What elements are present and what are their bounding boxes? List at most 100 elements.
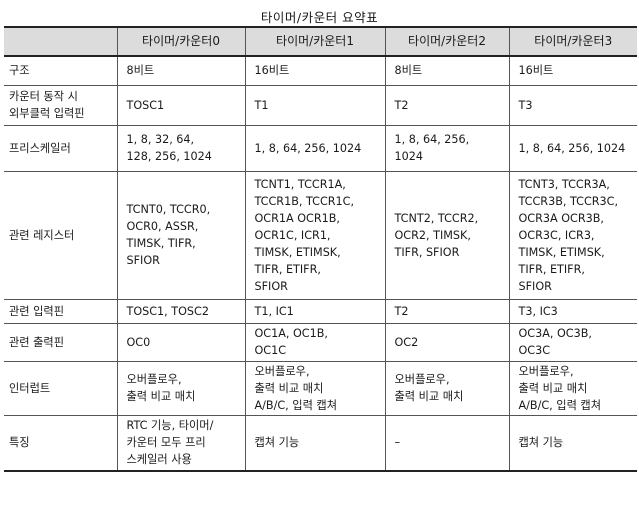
row-label: 관련 입력핀 — [4, 298, 118, 324]
table-cell-timer0: TOSC1, TOSC2 — [116, 298, 246, 324]
cell-line: TCNT0, TCCR0, — [126, 203, 211, 216]
row-label-line: 관련 입력핀 — [9, 304, 65, 318]
cell-line: 출력 비교 매치 — [394, 390, 464, 403]
table-cell-timer1: 오버플로우, 출력 비교 매치 A/B/C, 입력 캡쳐 — [244, 360, 386, 416]
cell-line: TIFR, SFIOR — [394, 245, 460, 259]
table-cell-timer0: 오버플로우, 출력 비교 매치 — [116, 360, 246, 416]
row-label: 관련 레지스터 — [4, 170, 118, 300]
table-cell-timer1: T1 — [244, 84, 386, 126]
cell-line: TIMSK, ETIMSK, — [518, 245, 605, 259]
cell-line: 출력 비교 매치 — [126, 390, 196, 403]
table-cell-timer2: 8비트 — [384, 55, 510, 86]
timer-counter-summary-table: 타이머/카운터0 타이머/카운터1 타이머/카운터2 타이머/카운터3 구조 8비… — [4, 26, 637, 472]
table-cell-timer3: T3, IC3 — [508, 298, 637, 324]
table-cell-timer0: TOSC1 — [116, 84, 246, 126]
table-cell-timer2: TCNT2, TCCR2, OCR2, TIMSK, TIFR, SFIOR — [384, 170, 510, 300]
row-label: 카운터 동작 시 외부클럭 입력핀 — [4, 84, 118, 126]
row-label: 관련 출력핀 — [4, 322, 118, 362]
cell-line: OCR3C, ICR3, — [518, 228, 595, 242]
cell-line: TIFR, ETIFR, — [254, 262, 321, 276]
row-label: 특징 — [4, 414, 118, 472]
row-label-line: 특징 — [9, 436, 30, 450]
row-label: 구조 — [4, 55, 118, 86]
cell-line: OCR1A OCR1B, — [254, 211, 340, 225]
table-cell-timer2: OC2 — [384, 322, 510, 362]
cell-line: RTC 기능, 타이머/ — [126, 419, 214, 433]
row-label-line: 관련 출력핀 — [9, 335, 65, 349]
cell-line: 8비트 — [126, 64, 155, 78]
table-cell-timer0: 1, 8, 32, 64, 128, 256, 1024 — [116, 124, 246, 172]
header-timer1: 타이머/카운터1 — [244, 26, 386, 57]
table-cell-timer2: T2 — [384, 84, 510, 126]
header-corner — [4, 26, 118, 57]
cell-line: TCNT3, TCCR3A, — [518, 177, 610, 191]
table-cell-timer3: 16비트 — [508, 55, 637, 86]
header-timer2: 타이머/카운터2 — [384, 26, 510, 57]
cell-line: T1, IC1 — [254, 304, 294, 318]
cell-line: TIMSK, TIFR, — [126, 237, 196, 250]
table-cell-timer1: T1, IC1 — [244, 298, 386, 324]
table-cell-timer0: 8비트 — [116, 55, 246, 86]
cell-line: TCNT2, TCCR2, — [394, 211, 479, 225]
table-cell-timer3: OC3A, OC3B, OC3C — [508, 322, 637, 362]
row-label-line: 인터럽트 — [9, 381, 51, 395]
table-cell-timer2: 오버플로우, 출력 비교 매치 — [384, 360, 510, 416]
cell-line: OCR1C, ICR1, — [254, 228, 331, 242]
cell-line: OC3A, OC3B, — [518, 327, 592, 340]
table-row: 관련 입력핀 TOSC1, TOSC2 T1, IC1 T2 T3, IC3 — [4, 298, 637, 324]
cell-line: TCCR3B, TCCR3C, — [518, 194, 619, 208]
cell-line: 출력 비교 매치 — [518, 381, 588, 395]
table-cell-timer1: OC1A, OC1B, OC1C — [244, 322, 386, 362]
cell-line: T3, IC3 — [518, 304, 558, 318]
cell-line: 1, 8, 64, 256, — [394, 133, 470, 146]
table-row: 관련 출력핀 OC0 OC1A, OC1B, OC1C OC2 OC3A, OC3B, OC… — [4, 322, 637, 362]
cell-line: TCCR1B, TCCR1C, — [254, 194, 355, 208]
cell-line: A/B/C, 입력 캡쳐 — [518, 398, 602, 412]
row-label: 인터럽트 — [4, 360, 118, 416]
cell-line: – — [394, 436, 401, 450]
cell-line: A/B/C, 입력 캡쳐 — [254, 398, 338, 412]
cell-line: 오버플로우, — [394, 373, 450, 386]
cell-line: TOSC1, TOSC2 — [126, 304, 209, 318]
cell-line: SFIOR — [518, 279, 552, 293]
table-row: 관련 레지스터 TCNT0, TCCR0, OCR0, ASSR, TIMSK, TI… — [4, 170, 637, 300]
row-label-line: 프리스케일러 — [9, 141, 71, 155]
cell-line: SFIOR — [126, 254, 160, 267]
table-cell-timer2: T2 — [384, 298, 510, 324]
row-label-line: 구조 — [9, 64, 30, 78]
table-cell-timer1: 16비트 — [244, 55, 386, 86]
table-cell-timer3: 캡쳐 기능 — [508, 414, 637, 472]
cell-line: OCR3A OCR3B, — [518, 211, 604, 225]
cell-line: 1, 8, 64, 256, 1024 — [518, 141, 626, 155]
table-cell-timer0: RTC 기능, 타이머/카운터 모두 프리 스케일러 사용 — [116, 414, 246, 472]
table-cell-timer0: TCNT0, TCCR0, OCR0, ASSR, TIMSK, TIFR, SFIO… — [116, 170, 246, 300]
cell-line: OC1C — [254, 344, 287, 357]
cell-line: OC3C — [518, 344, 551, 357]
cell-line: 오버플로우, — [126, 373, 182, 386]
cell-line: T2 — [394, 304, 409, 318]
cell-line: 16비트 — [518, 64, 554, 78]
row-label: 프리스케일러 — [4, 124, 118, 172]
row-label-line: 관련 레지스터 — [9, 228, 75, 242]
cell-line: OC1A, OC1B, — [254, 327, 328, 340]
cell-line: 출력 비교 매치 — [254, 381, 324, 395]
table-title: 타이머/카운터 요약표 — [260, 10, 379, 25]
cell-line: 캡쳐 기능 — [518, 436, 564, 450]
cell-line: 1, 8, 32, 64, — [126, 133, 195, 146]
cell-line: OCR0, ASSR, — [126, 220, 199, 233]
cell-line: 128, 256, 1024 — [126, 150, 212, 163]
cell-line: TIFR, ETIFR, — [518, 262, 585, 276]
cell-line: 카운터 모두 프리 — [126, 436, 206, 450]
table-cell-timer3: TCNT3, TCCR3A, TCCR3B, TCCR3C, OCR3A OCR3B… — [508, 170, 637, 300]
header-timer3: 타이머/카운터3 — [508, 26, 637, 57]
table-cell-timer0: OC0 — [116, 322, 246, 362]
cell-line: T1 — [254, 98, 269, 112]
cell-line: 1024 — [394, 150, 423, 163]
row-label-line: 카운터 동작 시 — [9, 90, 78, 103]
cell-line: 16비트 — [254, 64, 290, 78]
cell-line: 1, 8, 64, 256, 1024 — [254, 141, 362, 155]
header-timer0: 타이머/카운터0 — [116, 26, 246, 57]
table-row: 구조 8비트 16비트 8비트 16비트 — [4, 55, 637, 86]
table-row: 특징 RTC 기능, 타이머/카운터 모두 프리 스케일러 사용 캡쳐 기능 – 캡쳐 기… — [4, 414, 637, 472]
cell-line: 8비트 — [394, 64, 423, 78]
